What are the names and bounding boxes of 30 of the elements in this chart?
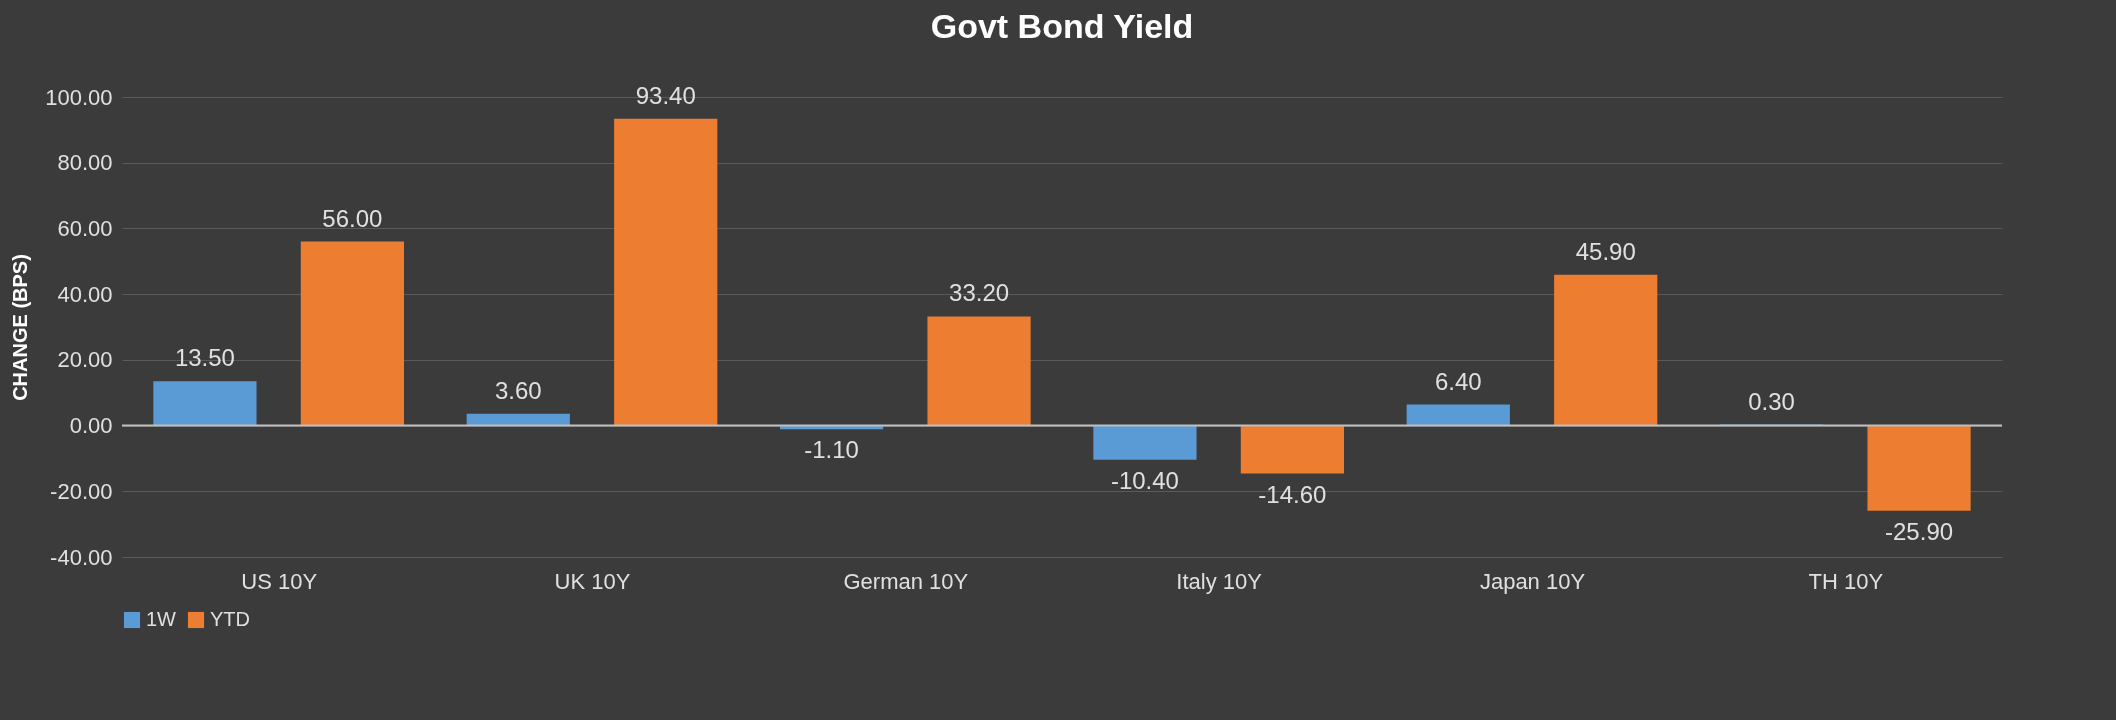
y-tick-label: -20.00 [50,478,113,504]
y-tick-label: -40.00 [50,544,113,570]
y-tick-label: 20.00 [57,347,113,373]
data-label: 3.60 [494,376,542,404]
data-label: -25.90 [1885,517,1954,545]
data-label: 6.40 [1434,367,1482,395]
x-tick-label: UK 10Y [554,568,631,594]
chart-title: Govt Bond Yield [930,6,1194,45]
data-label: 33.20 [949,279,1010,307]
x-tick-label: German 10Y [843,568,969,594]
data-label: -14.60 [1258,480,1327,508]
data-label: -10.40 [1110,466,1179,494]
data-label: 93.40 [635,81,696,109]
data-label: 45.90 [1575,237,1636,265]
x-tick-label: US 10Y [241,568,318,594]
data-label: 56.00 [322,204,383,232]
y-tick-label: 80.00 [57,150,113,176]
y-tick-label: 60.00 [57,215,113,241]
data-label: 0.30 [1748,387,1795,415]
y-tick-label: 0.00 [69,413,113,439]
data-label: -1.10 [804,436,859,464]
y-tick-label: 40.00 [57,281,113,307]
x-tick-label: Italy 10Y [1176,568,1263,594]
y-tick-label: 100.00 [45,84,113,110]
data-label: 13.50 [174,344,235,372]
x-tick-label: TH 10Y [1808,568,1884,594]
y-axis-title: CHANGE (BPS) [9,254,32,401]
x-tick-label: Japan 10Y [1479,568,1586,594]
legend-label: 1W [146,608,177,630]
legend-label: YTD [210,608,250,630]
